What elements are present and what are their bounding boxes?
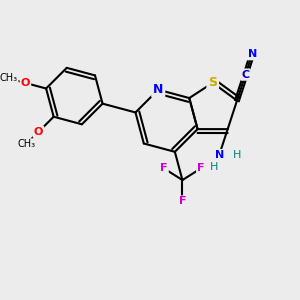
Text: F: F: [160, 164, 168, 173]
Text: N: N: [214, 150, 224, 160]
Text: F: F: [179, 196, 186, 206]
Text: H: H: [232, 150, 241, 160]
Text: CH₃: CH₃: [0, 74, 17, 83]
Text: C: C: [242, 70, 250, 80]
Text: F: F: [197, 164, 205, 173]
Text: S: S: [208, 76, 217, 89]
Text: O: O: [34, 127, 43, 137]
Text: N: N: [248, 49, 257, 59]
Text: CH₃: CH₃: [17, 139, 35, 149]
Text: H: H: [210, 162, 218, 172]
Text: N: N: [153, 83, 164, 96]
Text: O: O: [21, 78, 30, 88]
